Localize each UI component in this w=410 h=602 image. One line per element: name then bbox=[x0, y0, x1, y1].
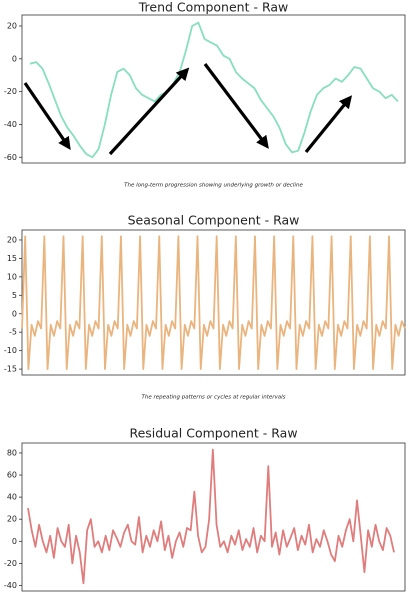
arrow bbox=[108, 67, 190, 156]
y-tick-label: 0 bbox=[12, 537, 17, 546]
series-line bbox=[29, 21, 399, 159]
y-tick-label: 10 bbox=[7, 272, 17, 281]
y-tick-label: -5 bbox=[9, 328, 17, 337]
series-line bbox=[27, 448, 395, 585]
caption: The long-term progression showing underl… bbox=[124, 183, 303, 189]
y-tick-label: 15 bbox=[7, 254, 17, 263]
y-tick-label: -60 bbox=[4, 153, 17, 162]
arrow bbox=[23, 82, 71, 150]
series-line bbox=[21, 235, 406, 370]
plot-frame bbox=[21, 442, 406, 592]
y-tick-label: 0 bbox=[12, 309, 17, 318]
y-tick-label: 20 bbox=[7, 235, 17, 244]
y-tick-label: -10 bbox=[4, 346, 17, 355]
y-tick-label: 20 bbox=[7, 515, 17, 524]
y-tick-label: 40 bbox=[7, 493, 17, 502]
chart-title: Residual Component - Raw bbox=[129, 426, 297, 441]
y-tick-label: -40 bbox=[4, 120, 17, 129]
y-tick-label: -40 bbox=[4, 581, 17, 590]
y-tick-label: 20 bbox=[7, 21, 17, 30]
y-tick-label: 0 bbox=[12, 54, 17, 63]
caption: The repeating patterns or cycles at regu… bbox=[141, 395, 285, 401]
plot-frame bbox=[21, 14, 406, 164]
y-tick-label: -15 bbox=[4, 365, 17, 374]
arrow bbox=[304, 95, 353, 154]
y-tick-label: 80 bbox=[7, 448, 17, 457]
y-tick-label: 5 bbox=[12, 291, 17, 300]
y-tick-label: 60 bbox=[7, 471, 17, 480]
chart-title: Trend Component - Raw bbox=[138, 0, 289, 15]
y-tick-label: -20 bbox=[4, 559, 17, 568]
chart-title: Seasonal Component - Raw bbox=[128, 213, 300, 228]
trend-arrows bbox=[23, 63, 353, 156]
y-tick-label: -20 bbox=[4, 87, 17, 96]
arrow bbox=[203, 63, 269, 149]
